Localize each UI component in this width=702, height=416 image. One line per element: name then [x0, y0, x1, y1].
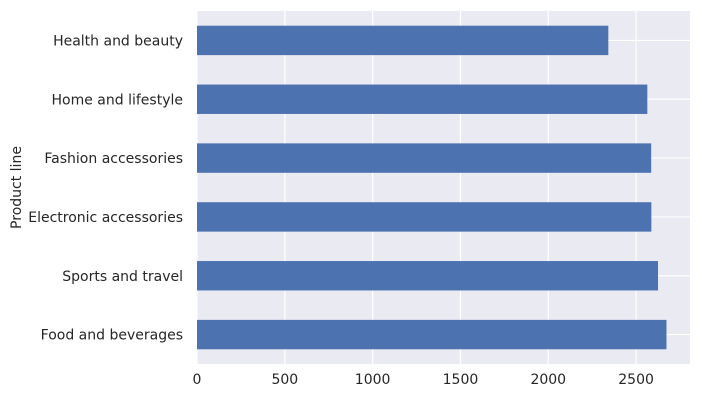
- bar: [197, 319, 667, 350]
- bar: [197, 202, 652, 232]
- x-tick-label: 1500: [443, 372, 479, 388]
- x-tick-label: 500: [271, 372, 298, 388]
- x-tick-label: 0: [193, 372, 202, 388]
- plot-area: [197, 11, 690, 364]
- bar: [197, 261, 659, 291]
- bar: [197, 143, 652, 173]
- x-tick-label: 2000: [530, 372, 566, 388]
- y-category-label: Food and beverages: [41, 328, 183, 344]
- x-axis-ticks: 0 500 1000 1500 2000 2500: [193, 372, 654, 388]
- y-category-label: Fashion accessories: [44, 151, 183, 167]
- bars: [197, 25, 667, 350]
- x-tick-label: 2500: [618, 372, 654, 388]
- y-category-label: Sports and travel: [62, 269, 183, 285]
- x-tick-label: 1000: [355, 372, 391, 388]
- y-category-label: Health and beauty: [53, 33, 183, 49]
- y-category-label: Electronic accessories: [28, 210, 183, 226]
- y-axis-categories: Food and beverages Sports and travel Elect…: [28, 33, 183, 343]
- y-axis-label: Product line: [9, 146, 25, 229]
- y-category-label: Home and lifestyle: [52, 92, 183, 108]
- bar: [197, 84, 648, 114]
- bar: [197, 25, 609, 56]
